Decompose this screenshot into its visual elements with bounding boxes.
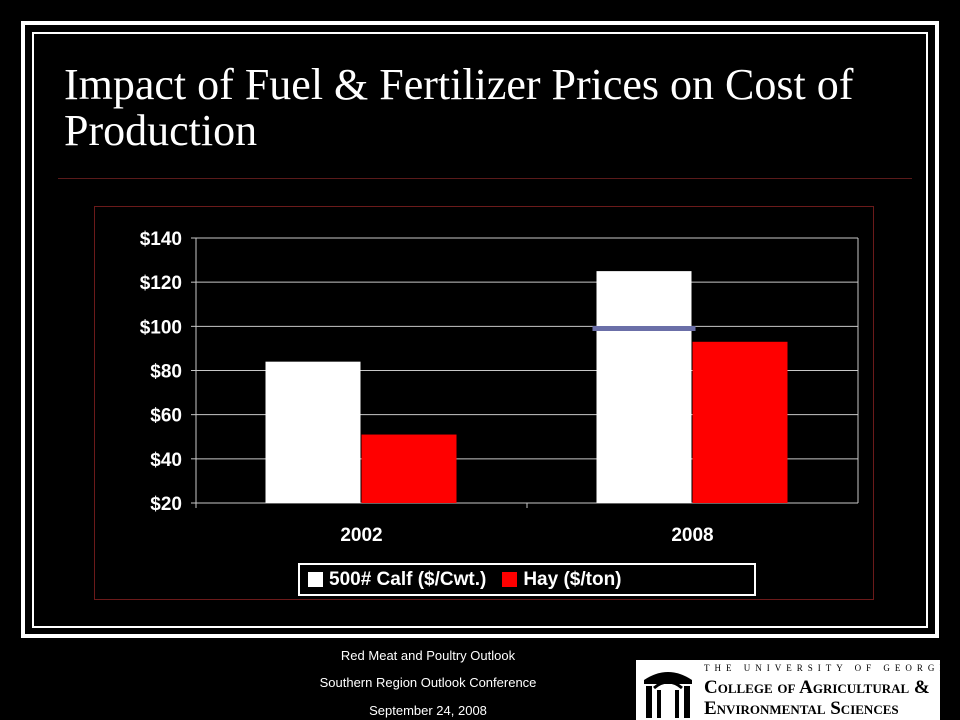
logo-department-text: Environmental Sciences bbox=[704, 698, 899, 719]
y-tick-label: $100 bbox=[140, 317, 182, 338]
bar-hay-2002 bbox=[361, 434, 457, 503]
bars bbox=[265, 271, 788, 503]
y-tick-label: $80 bbox=[150, 362, 182, 383]
title-divider bbox=[58, 178, 912, 179]
legend-swatch-calf bbox=[308, 572, 323, 587]
y-tick-label: $20 bbox=[150, 494, 182, 515]
x-tick-label: 2008 bbox=[671, 525, 713, 546]
slide-title: Impact of Fuel & Fertilizer Prices on Co… bbox=[64, 60, 854, 155]
footer-line-3: September 24, 2008 bbox=[369, 703, 487, 718]
slide-frame-inner bbox=[32, 32, 928, 628]
logo-college-text: College of Agricultural & bbox=[704, 677, 930, 698]
legend-label-hay: Hay ($/ton) bbox=[523, 568, 622, 590]
legend-swatch-hay bbox=[502, 572, 518, 587]
y-tick-label: $40 bbox=[150, 450, 182, 471]
x-tick-label: 2002 bbox=[340, 525, 382, 546]
legend-label-calf: 500# Calf ($/Cwt.) bbox=[329, 568, 487, 590]
logo-university-text: THE UNIVERSITY OF GEORGIA bbox=[704, 663, 940, 673]
bar-hay-2008 bbox=[692, 341, 788, 503]
bar-500-2002 bbox=[265, 361, 361, 503]
y-tick-label: $60 bbox=[150, 406, 182, 427]
chart-container bbox=[94, 206, 874, 600]
arch-icon bbox=[644, 672, 692, 718]
y-tick-label: $140 bbox=[140, 229, 182, 250]
y-tick-label: $120 bbox=[140, 273, 182, 294]
slide-frame-outer bbox=[21, 21, 939, 638]
university-logo: THE UNIVERSITY OF GEORGIA College of Agr… bbox=[636, 660, 940, 720]
bar-500-2008 bbox=[596, 271, 692, 503]
chart-legend: 500# Calf ($/Cwt.) Hay ($/ton) bbox=[298, 563, 756, 596]
axis-labels: $20 $40 $60 $80 $100 $120 $140 2002 2008 bbox=[140, 229, 714, 546]
footer-line-1: Red Meat and Poultry Outlook bbox=[340, 648, 516, 663]
footer-line-2: Southern Region Outlook Conference bbox=[319, 675, 537, 690]
